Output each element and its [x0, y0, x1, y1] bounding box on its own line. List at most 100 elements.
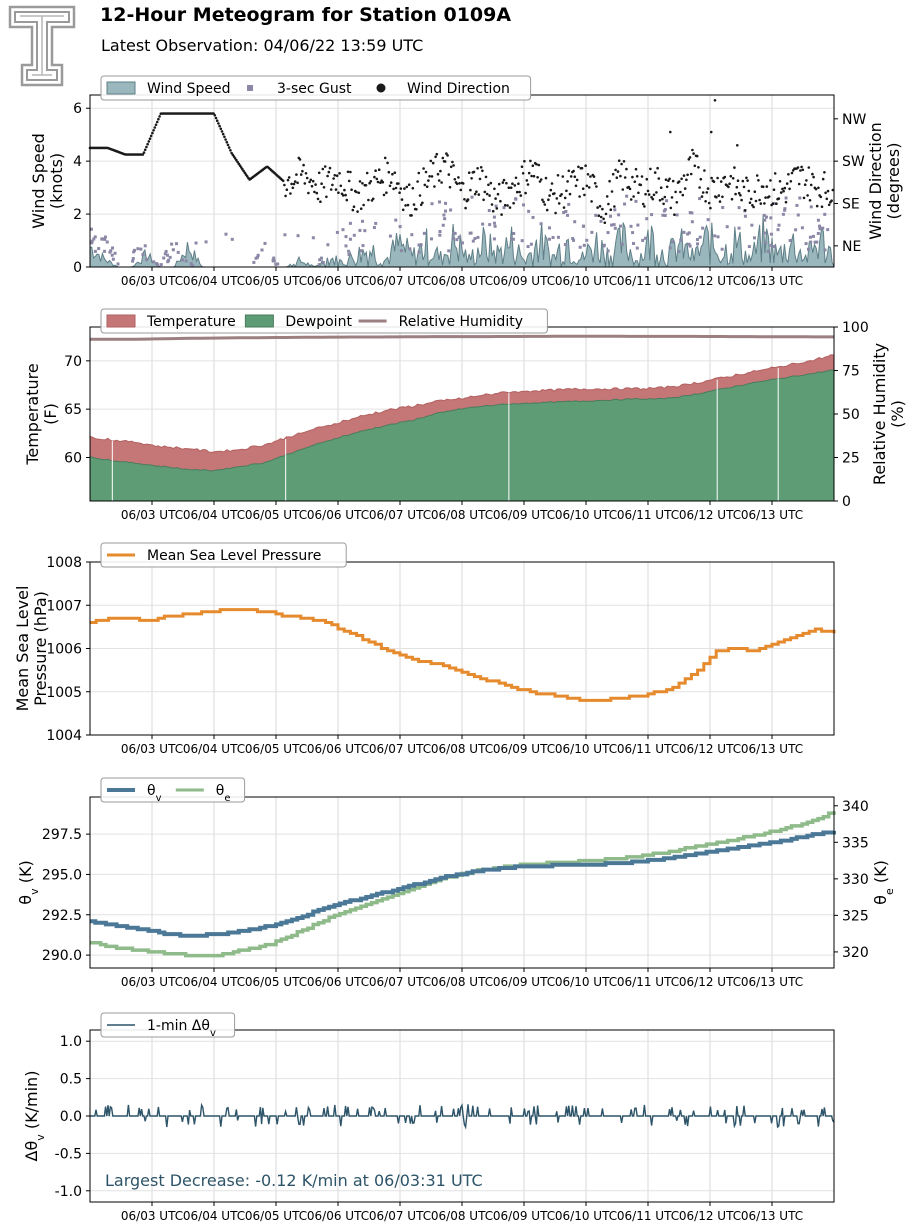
gust-point [256, 255, 260, 259]
gust-point [663, 213, 667, 217]
wind-direction-point [685, 178, 688, 182]
wind-direction-point [526, 183, 530, 186]
gust-point [809, 205, 813, 209]
wind-direction-point [695, 154, 699, 158]
wind-direction-point [745, 176, 748, 180]
gust-point [276, 262, 280, 266]
wind-direction-point [424, 170, 428, 174]
gust-point [581, 224, 585, 228]
wind-direction-point [589, 175, 592, 178]
wind-direction-point [316, 197, 320, 201]
wind-direction-point [721, 195, 724, 199]
wind-direction-point [665, 185, 669, 189]
pressure-axis-label: Mean Sea Level Pressure (hPa) [13, 586, 50, 712]
wind-direction-point [296, 181, 299, 185]
wind-direction-point [747, 189, 751, 193]
gust-point [701, 226, 705, 230]
wind-direction-point [635, 175, 639, 178]
wind-direction-point [597, 214, 601, 217]
wind-direction-point [458, 182, 461, 185]
texas-tech-logo [8, 5, 76, 91]
gust-point [494, 204, 498, 208]
wind-direction-point [400, 198, 404, 201]
wind-direction-point [740, 198, 743, 202]
wind-direction-point [752, 205, 755, 209]
gust-point [783, 208, 787, 212]
gust-point [224, 232, 228, 236]
wind-direction-point [613, 205, 616, 208]
gust-point [344, 244, 348, 248]
wind-direction-point [143, 148, 147, 152]
gust-point [170, 242, 174, 246]
gust-point [687, 242, 691, 246]
theta-panel-legend: θv θe [100, 777, 246, 804]
wind-direction-point [364, 184, 368, 187]
double-t-logo-icon [8, 5, 76, 87]
theta-panel-ytick-label: 290.0 [42, 948, 82, 964]
gust-point [165, 253, 169, 257]
wind-direction-point [502, 178, 506, 182]
wind-direction-point [221, 132, 225, 136]
gust-point [696, 242, 700, 246]
wind-direction-point [514, 176, 518, 180]
wind-direction-point [629, 198, 633, 201]
wind-direction-point [807, 166, 811, 169]
wind-direction-point [661, 197, 664, 201]
wind-direction-point [723, 175, 727, 179]
gust-point [816, 231, 820, 235]
delta-theta-panel-xtick-label: 06/13 UTC [741, 1209, 803, 1223]
gust-point [252, 260, 256, 264]
gust-point [573, 220, 577, 224]
gust-point [93, 249, 97, 253]
wind-direction-point [637, 191, 640, 195]
wind-direction-point [399, 187, 403, 190]
theta-panel-y2tick-label: 320 [842, 945, 869, 961]
pressure-panel-xtick-label: 06/09 UTC [493, 742, 555, 756]
temperature-panel-xtick-label: 06/03 UTC [121, 508, 183, 522]
wind-direction-point [441, 156, 445, 160]
wind-direction-point [590, 200, 593, 203]
gust-point [562, 210, 566, 214]
wind-direction-point [485, 192, 489, 196]
gust-point [100, 237, 104, 241]
pressure-panel-frame [89, 561, 835, 736]
wind-direction-point [602, 217, 605, 221]
theta-e-axis-label: θe (K) [871, 860, 896, 905]
wind-direction-point [625, 167, 628, 171]
wind-direction-point [585, 184, 589, 188]
wind-direction-point [578, 195, 581, 198]
wind-direction-point [574, 184, 578, 188]
gust-point [644, 236, 648, 240]
wind-direction-point [314, 183, 317, 186]
wind-direction-point [670, 196, 674, 199]
wind-direction-point [341, 194, 345, 197]
legend-box [100, 75, 532, 101]
wind-direction-point [511, 182, 514, 185]
legend-label: Mean Sea Level Pressure [147, 548, 321, 564]
wind-direction-point [389, 181, 393, 184]
wind-direction-point [824, 191, 827, 195]
wind-direction-point [634, 167, 638, 171]
wind-direction-point [819, 195, 823, 199]
wind-direction-point [484, 175, 488, 179]
wind-direction-point [355, 190, 358, 194]
wind-direction-point [433, 185, 436, 188]
legend-box [100, 777, 246, 803]
wind-direction-point [542, 200, 545, 204]
gust-point [677, 250, 681, 254]
wind-direction-point [347, 179, 351, 183]
wind-direction-point [587, 186, 591, 189]
wind-direction-point [544, 176, 548, 180]
wind-direction-point [333, 174, 337, 177]
wind-direction-point [680, 177, 683, 181]
wind-panel-ytick-label: 6 [73, 101, 82, 117]
gust-point [665, 199, 669, 203]
gust-point [635, 246, 639, 250]
wind-direction-point [712, 180, 716, 183]
gust-point [442, 213, 446, 217]
wind-direction-point [643, 205, 646, 208]
wind-direction-point [539, 178, 543, 181]
pressure-panel-xtick-label: 06/10 UTC [555, 742, 617, 756]
gust-point [572, 238, 576, 242]
gust-point [103, 235, 107, 239]
